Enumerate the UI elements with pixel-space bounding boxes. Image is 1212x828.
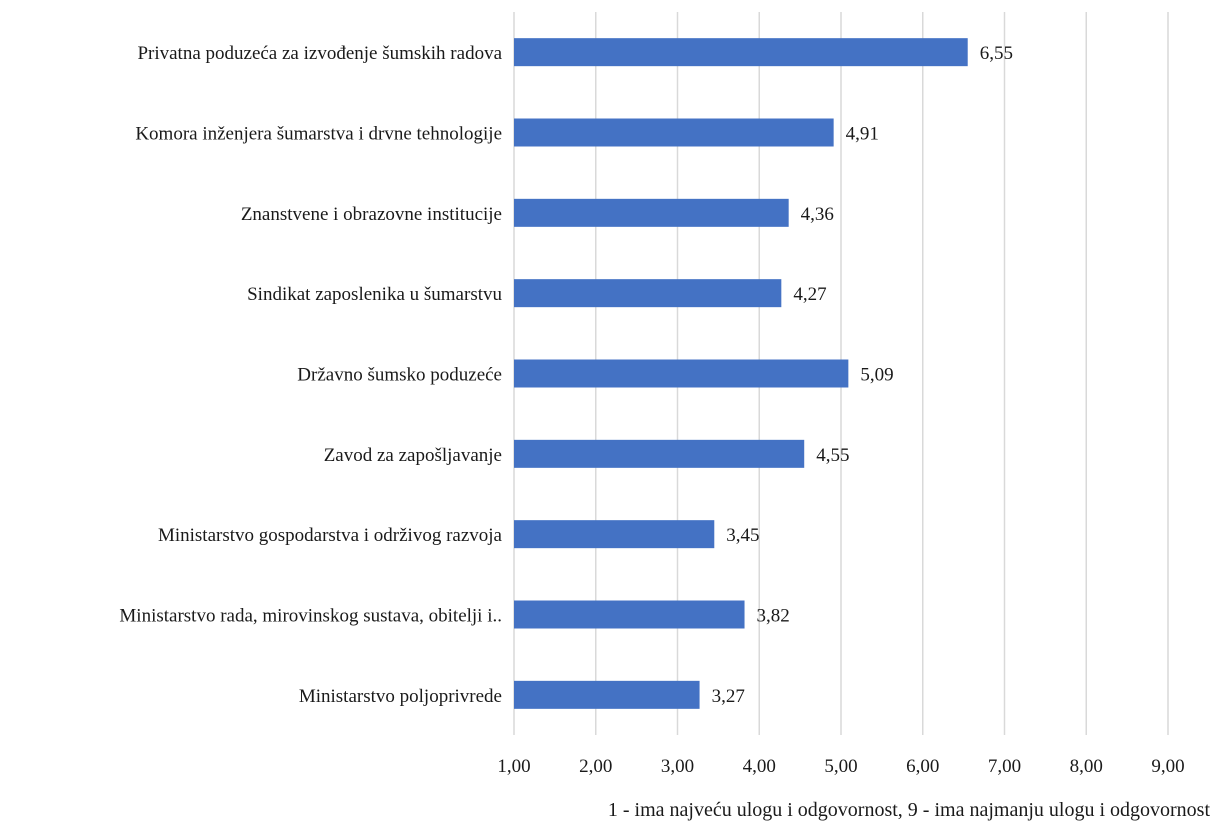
category-label: Ministarstvo poljoprivrede <box>299 686 502 707</box>
data-label: 4,27 <box>793 284 826 305</box>
x-tick-label: 5,00 <box>824 756 857 777</box>
bar <box>514 680 700 709</box>
bars <box>514 38 968 709</box>
category-label: Državno šumsko poduzeće <box>297 365 502 386</box>
data-label: 5,09 <box>860 365 893 386</box>
bar <box>514 38 968 67</box>
data-labels: 6,55 4,91 4,36 4,27 5,09 4,55 3,45 3,82 3,27 <box>712 43 1013 707</box>
category-label: Komora inženjera šumarstva i drvne tehno… <box>135 124 502 145</box>
x-tick-label: 8,00 <box>1070 756 1103 777</box>
bar <box>514 359 849 388</box>
category-label: Znanstvene i obrazovne institucije <box>241 204 502 225</box>
data-label: 4,55 <box>816 445 849 466</box>
bar <box>514 600 745 629</box>
x-axis-title: 1 - ima najveću ulogu i odgovornost, 9 -… <box>608 799 1211 821</box>
data-label: 4,36 <box>801 204 834 225</box>
bar <box>514 198 789 227</box>
data-label: 3,27 <box>712 686 745 707</box>
bar <box>514 118 834 147</box>
bar <box>514 279 782 308</box>
category-label: Privatna poduzeća za izvođenje šumskih r… <box>137 43 502 64</box>
x-tick-label: 1,00 <box>497 756 530 777</box>
data-label: 4,91 <box>846 124 879 145</box>
x-tick-label: 7,00 <box>988 756 1021 777</box>
category-label: Ministarstvo gospodarstva i održivog raz… <box>158 525 503 546</box>
x-tick-label: 3,00 <box>661 756 694 777</box>
bar <box>514 439 805 468</box>
x-tick-label: 4,00 <box>743 756 776 777</box>
bar <box>514 520 715 549</box>
x-tick-label: 9,00 <box>1151 756 1184 777</box>
category-label: Zavod za zapošljavanje <box>324 445 502 466</box>
x-tick-label: 6,00 <box>906 756 939 777</box>
data-label: 3,82 <box>757 606 790 627</box>
x-tick-labels: 1,00 2,00 3,00 4,00 5,00 6,00 7,00 8,00 9,00 <box>497 756 1184 777</box>
x-tick-label: 2,00 <box>579 756 612 777</box>
data-label: 3,45 <box>726 525 759 546</box>
category-label: Sindikat zaposlenika u šumarstvu <box>247 284 502 305</box>
category-labels: Privatna poduzeća za izvođenje šumskih r… <box>119 43 502 707</box>
category-label: Ministarstvo rada, mirovinskog sustava, … <box>119 606 502 627</box>
data-label: 6,55 <box>980 43 1013 64</box>
